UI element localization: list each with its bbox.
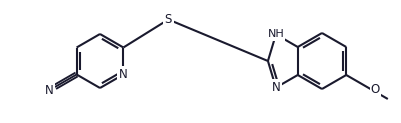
Text: N: N <box>271 81 279 94</box>
Text: O: O <box>370 83 379 95</box>
Text: NH: NH <box>267 29 284 39</box>
Text: N: N <box>119 68 128 81</box>
Text: N: N <box>45 84 53 97</box>
Text: S: S <box>164 13 172 26</box>
